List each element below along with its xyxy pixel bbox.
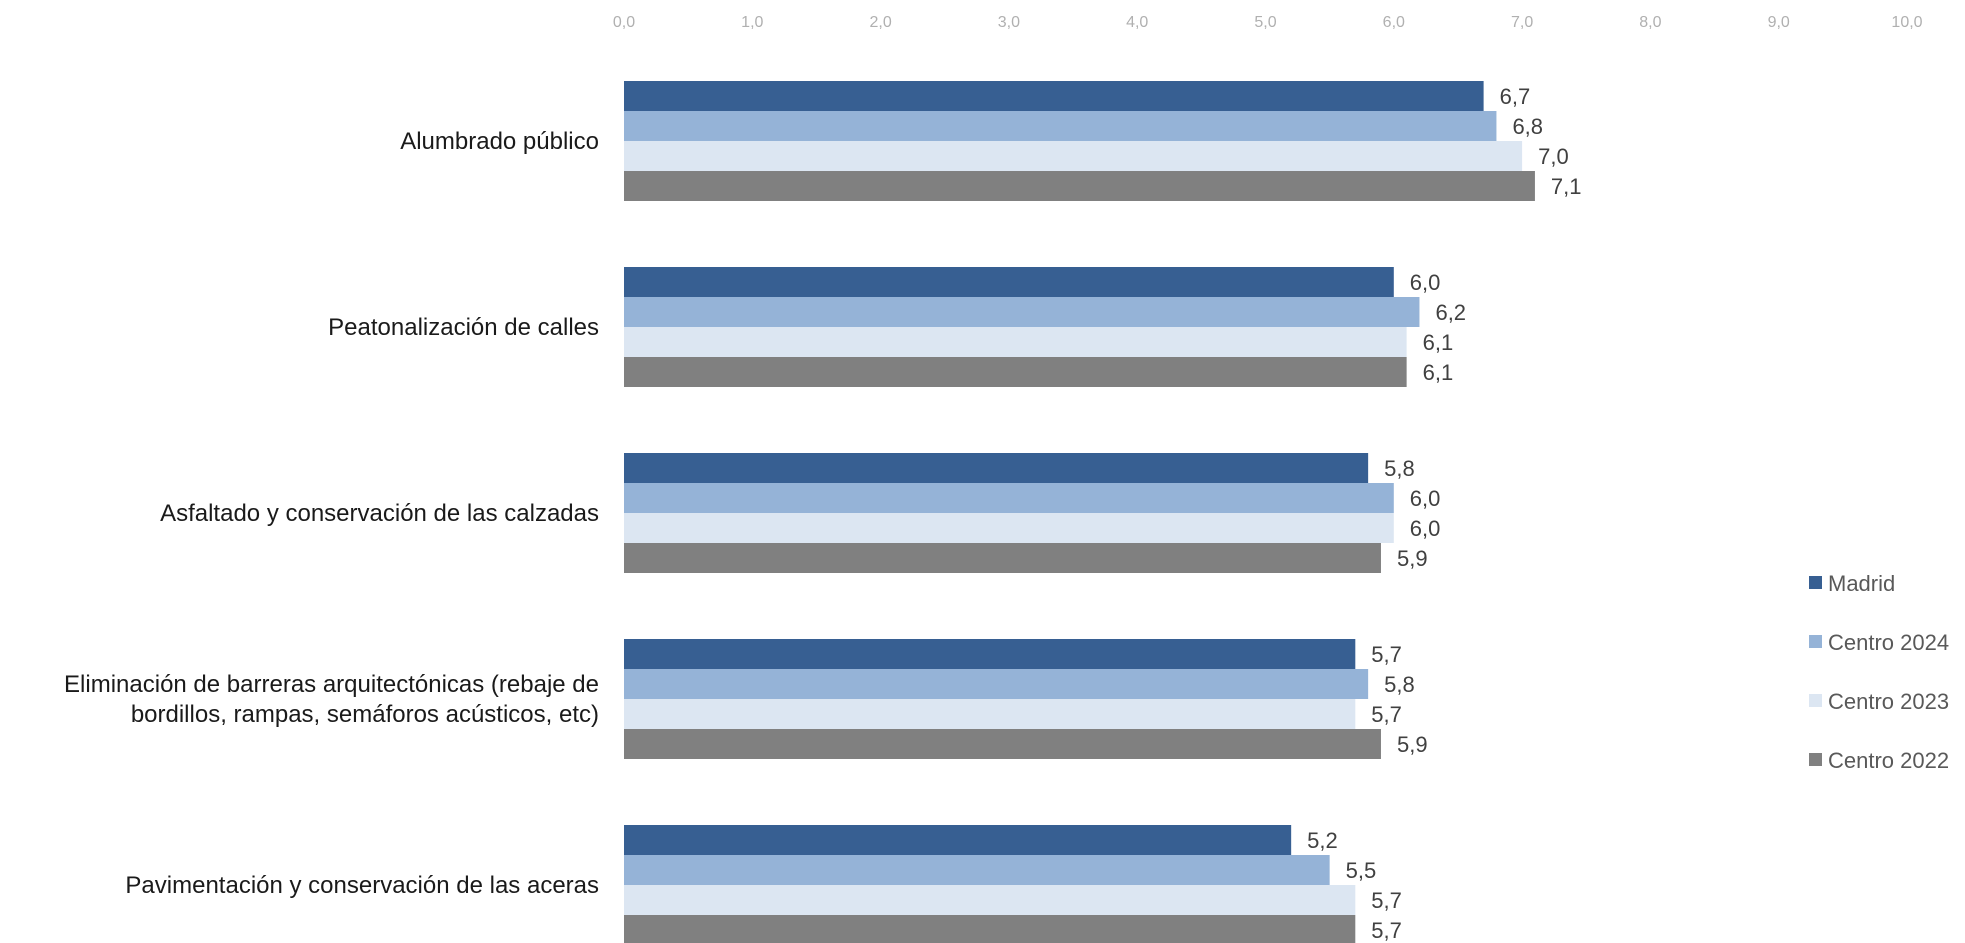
bar — [624, 915, 1356, 943]
x-tick-label: 7,0 — [1511, 14, 1533, 31]
legend-swatch — [1809, 694, 1822, 707]
bar — [624, 543, 1381, 573]
category-label: Eliminación de barreras arquitectónicas … — [64, 671, 599, 698]
data-label: 6,1 — [1423, 360, 1454, 385]
bar — [624, 855, 1330, 885]
category-label: Alumbrado público — [400, 128, 599, 155]
data-label: 7,0 — [1538, 144, 1569, 169]
data-label: 7,1 — [1551, 174, 1582, 199]
legend-swatch — [1809, 635, 1822, 648]
bars — [624, 81, 1535, 943]
category-label: Peatonalización de calles — [328, 314, 599, 341]
legend-swatch — [1809, 576, 1822, 589]
category-label: bordillos, rampas, semáforos acústicos, … — [131, 701, 599, 728]
x-tick-label: 2,0 — [869, 14, 891, 31]
data-labels: 6,7 6,8 7,0 7,1 6,0 6,2 6,1 6,1 5,8 6,0 6,0 5,9 5,7 5… — [1307, 84, 1581, 943]
bar — [624, 171, 1535, 201]
x-tick-label: 1,0 — [741, 14, 763, 31]
x-tick-label: 0,0 — [613, 14, 635, 31]
bar — [624, 297, 1420, 327]
data-label: 6,0 — [1410, 516, 1441, 541]
data-label: 5,5 — [1346, 858, 1377, 883]
x-tick-label: 6,0 — [1383, 14, 1405, 31]
data-label: 6,1 — [1423, 330, 1454, 355]
bar — [624, 699, 1356, 729]
x-tick-label: 8,0 — [1639, 14, 1661, 31]
data-label: 5,8 — [1384, 456, 1415, 481]
data-label: 5,7 — [1371, 702, 1402, 727]
bar — [624, 141, 1523, 171]
bar — [624, 729, 1381, 759]
data-label: 6,8 — [1512, 114, 1543, 139]
data-label: 5,9 — [1397, 546, 1428, 571]
data-label: 5,8 — [1384, 672, 1415, 697]
data-label: 6,0 — [1410, 270, 1441, 295]
data-label: 5,7 — [1371, 918, 1402, 943]
data-label: 6,2 — [1435, 300, 1466, 325]
bar — [624, 453, 1369, 483]
data-label: 5,7 — [1371, 888, 1402, 913]
x-tick-label: 4,0 — [1126, 14, 1148, 31]
bar — [624, 885, 1356, 915]
legend-label: Centro 2023 — [1828, 689, 1949, 714]
bar — [624, 483, 1394, 513]
x-tick-label: 9,0 — [1768, 14, 1790, 31]
category-label: Pavimentación y conservación de las acer… — [125, 872, 599, 899]
bar — [624, 267, 1394, 297]
legend: Madrid Centro 2024 Centro 2023 Centro 2022 — [1809, 571, 1949, 773]
legend-label: Madrid — [1828, 571, 1895, 596]
bar — [624, 669, 1369, 699]
legend-label: Centro 2022 — [1828, 748, 1949, 773]
x-tick-label: 5,0 — [1254, 14, 1276, 31]
data-label: 6,0 — [1410, 486, 1441, 511]
data-label: 6,7 — [1500, 84, 1531, 109]
x-axis-ticks: 0,0 1,0 2,0 3,0 4,0 5,0 6,0 7,0 8,0 9,0 10,0 — [613, 14, 1923, 31]
bar — [624, 81, 1484, 111]
data-label: 5,9 — [1397, 732, 1428, 757]
x-tick-label: 3,0 — [998, 14, 1020, 31]
bar — [624, 825, 1292, 855]
bar — [624, 357, 1407, 387]
x-tick-label: 10,0 — [1891, 14, 1922, 31]
category-label: Asfaltado y conservación de las calzadas — [160, 500, 599, 527]
bar — [624, 639, 1356, 669]
bar — [624, 513, 1394, 543]
bar — [624, 327, 1407, 357]
data-label: 5,7 — [1371, 642, 1402, 667]
category-labels: Alumbrado público Peatonalización de call… — [64, 128, 599, 899]
legend-swatch — [1809, 753, 1822, 766]
legend-label: Centro 2024 — [1828, 630, 1949, 655]
bar — [624, 111, 1497, 141]
data-label: 5,2 — [1307, 828, 1338, 853]
